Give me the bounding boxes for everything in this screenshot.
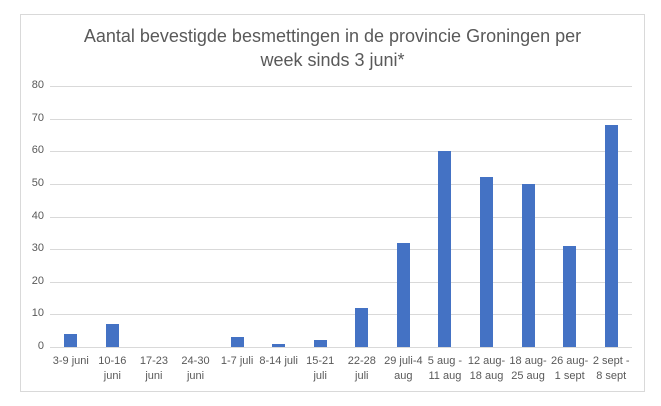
x-tick-label-line: juni — [145, 370, 163, 382]
x-tick-label-line: 18 aug- — [509, 355, 547, 367]
x-tick-label: 8-14 juli — [249, 354, 309, 384]
y-tick-label: 0 — [37, 340, 44, 352]
x-tick-label-line: 11 aug — [428, 370, 462, 382]
x-tick-label-line: 17-23 — [139, 355, 168, 367]
x-tick-label-line: 18 aug — [469, 370, 504, 382]
bar — [230, 337, 244, 347]
x-tick-label-line: 15-21 — [306, 355, 335, 367]
bar — [438, 151, 452, 347]
y-tick-label: 60 — [31, 144, 44, 157]
gridline — [50, 249, 632, 251]
x-tick-label-line: aug — [394, 370, 413, 382]
chart-title-line-1: Aantal bevestigde besmettingen in de pro… — [83, 26, 582, 46]
x-tick-label-line: 5 aug - — [427, 355, 463, 367]
x-tick-label-line: 8 sept — [596, 370, 627, 382]
chart-title-line-2: week sinds 3 juni* — [260, 50, 405, 70]
x-tick-label: 2 sept - 8 sept — [581, 354, 641, 384]
x-tick-label: 26 aug- 1 sept — [540, 354, 600, 384]
x-tick-label: 29 juli-4 aug — [373, 354, 433, 384]
gridline — [50, 347, 632, 348]
y-tick-label: 70 — [31, 111, 44, 124]
x-tick-label-line: juni — [103, 370, 121, 382]
y-tick-label: 40 — [31, 209, 44, 222]
bar — [563, 245, 577, 347]
x-tick-label: 3-9 juni — [41, 354, 101, 384]
bar — [272, 343, 286, 347]
gridline — [50, 216, 632, 218]
x-tick-label-line: juni — [186, 370, 205, 382]
gridline — [50, 118, 632, 120]
x-tick-label-line: 29 juli-4 — [384, 355, 423, 367]
x-tick-label-line: 12 aug- — [467, 355, 506, 367]
gridline — [50, 314, 632, 316]
x-tick-label-line: 10-16 — [98, 355, 127, 367]
x-tick-label-line: 25 aug — [511, 370, 545, 382]
x-tick-label-line: 1-7 juli — [220, 355, 254, 367]
bar — [105, 324, 119, 347]
x-tick-label: 22-28 juli — [332, 354, 392, 384]
x-tick-label: 18 aug- 25 aug — [498, 354, 558, 384]
bar — [313, 340, 327, 347]
x-tick-label-line: 3-9 juni — [52, 355, 89, 367]
y-tick-label: 50 — [31, 176, 44, 189]
bar — [521, 183, 535, 347]
y-tick-label: 10 — [31, 307, 44, 320]
chart-title: Aantal bevestigde besmettingen in de pro… — [20, 24, 645, 72]
x-tick-label: 15-21 juli — [290, 354, 350, 384]
bar — [604, 125, 618, 347]
x-tick-label-line: juli — [355, 370, 369, 382]
chart-frame — [20, 14, 645, 392]
x-tick-label-line: 1 sept — [554, 370, 585, 382]
x-tick-label: 24-30 juni — [166, 354, 226, 384]
gridline — [50, 183, 632, 185]
y-tick-label: 20 — [31, 274, 44, 287]
x-tick-label-line: 8-14 juli — [259, 355, 298, 367]
x-tick-label: 12 aug- 18 aug — [457, 354, 517, 384]
x-tick-label-line: 2 sept - — [592, 355, 630, 367]
x-tick-label: 17-23 juni — [124, 354, 184, 384]
bar — [355, 307, 369, 347]
gridline — [50, 151, 632, 153]
x-tick-label-line: juli — [313, 370, 327, 382]
x-tick-label-line: 24-30 — [181, 355, 210, 367]
gridline — [50, 86, 632, 87]
y-tick-label: 30 — [31, 242, 44, 255]
x-tick-label-line: 22-28 — [347, 355, 376, 367]
bar — [396, 242, 410, 347]
y-tick-label: 80 — [31, 79, 44, 91]
bar — [480, 177, 493, 347]
bar — [64, 333, 78, 347]
gridline — [50, 281, 632, 283]
x-tick-label: 10-16 juni — [82, 354, 142, 384]
plot-area: 0 10 20 30 40 50 60 70 80 — [32, 79, 632, 352]
x-tick-label: 5 aug - 11 aug — [415, 354, 475, 384]
x-tick-label: 1-7 juli — [207, 354, 267, 384]
x-tick-label-line: 26 aug- — [550, 355, 589, 367]
